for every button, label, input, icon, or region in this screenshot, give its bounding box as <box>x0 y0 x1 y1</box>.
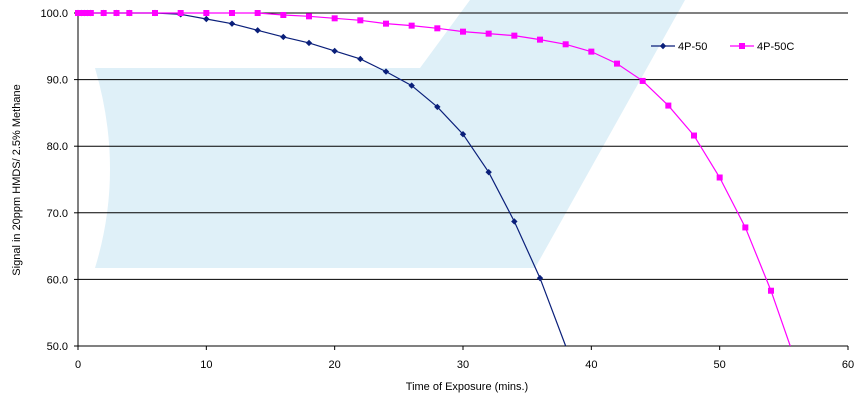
data-point <box>742 224 749 231</box>
data-point <box>562 41 569 48</box>
data-point <box>614 60 620 67</box>
data-point <box>639 77 646 84</box>
x-tick-labels: 0 10 20 30 40 50 60 <box>75 359 854 371</box>
legend-label: 4P-50C <box>757 41 794 53</box>
y-tick-label: 70.0 <box>47 208 68 220</box>
data-point <box>87 10 94 16</box>
data-point <box>460 28 466 35</box>
x-tick-label: 60 <box>842 359 854 371</box>
data-point <box>408 22 415 29</box>
data-point <box>84 10 91 16</box>
data-point <box>357 17 364 24</box>
x-tick-label: 50 <box>714 359 726 371</box>
data-point <box>459 131 467 138</box>
data-point <box>254 27 261 34</box>
data-point <box>331 47 338 55</box>
legend: 4P-50 4P-50C <box>651 41 794 53</box>
series-line <box>78 12 791 347</box>
data-point <box>229 10 235 16</box>
data-point <box>408 82 415 89</box>
data-point <box>81 10 88 16</box>
data-point <box>75 10 81 16</box>
data-point <box>203 10 210 16</box>
data-point <box>100 10 107 16</box>
data-point <box>177 10 184 16</box>
series-layer <box>74 9 791 347</box>
y-tick-label: 100.0 <box>40 8 68 20</box>
legend-marker <box>739 43 745 49</box>
data-point <box>78 10 85 16</box>
y-axis-title: Signal in 20ppm HMDS/ 2.5% Methane <box>11 84 23 275</box>
data-point <box>434 25 441 32</box>
data-point <box>691 132 697 139</box>
y-tick-label: 50.0 <box>47 341 68 353</box>
data-point <box>254 10 261 16</box>
y-tick-labels: 50.0 60.0 70.0 80.0 90.0 100.0 <box>40 8 68 353</box>
data-point <box>280 11 287 18</box>
data-point <box>485 168 492 176</box>
data-point <box>357 55 364 63</box>
data-point <box>588 48 595 55</box>
data-point <box>768 287 774 294</box>
data-point <box>382 68 390 75</box>
legend-marker <box>659 42 667 50</box>
data-point <box>536 274 544 282</box>
background-watermark <box>95 0 685 268</box>
x-tick-label: 30 <box>457 359 469 371</box>
data-point <box>716 174 723 181</box>
data-point <box>126 10 133 16</box>
legend-entry: 4P-50C <box>730 41 794 53</box>
y-tick-label: 90.0 <box>47 75 68 87</box>
legend-entry: 4P-50 <box>651 41 707 53</box>
data-point <box>152 10 158 16</box>
data-point <box>511 218 518 225</box>
data-point <box>306 13 312 20</box>
axes <box>74 12 849 350</box>
data-point <box>331 15 338 22</box>
data-point <box>280 33 287 41</box>
data-point <box>113 10 120 16</box>
data-point <box>383 20 389 27</box>
data-point <box>305 39 313 47</box>
data-point <box>511 32 518 39</box>
data-point <box>485 30 492 37</box>
data-point <box>537 36 543 43</box>
y-tick-label: 80.0 <box>47 141 68 153</box>
data-point <box>203 15 210 23</box>
x-tick-label: 20 <box>329 359 341 371</box>
data-point <box>228 20 236 27</box>
series-4p-50c <box>75 10 791 347</box>
legend-label: 4P-50 <box>678 41 707 53</box>
data-point <box>665 102 672 109</box>
y-tick-label: 60.0 <box>47 274 68 286</box>
x-tick-label: 0 <box>75 359 81 371</box>
x-axis-title: Time of Exposure (mins.) <box>406 381 528 393</box>
x-tick-label: 40 <box>585 359 597 371</box>
data-point <box>434 103 441 111</box>
x-tick-label: 10 <box>200 359 212 371</box>
